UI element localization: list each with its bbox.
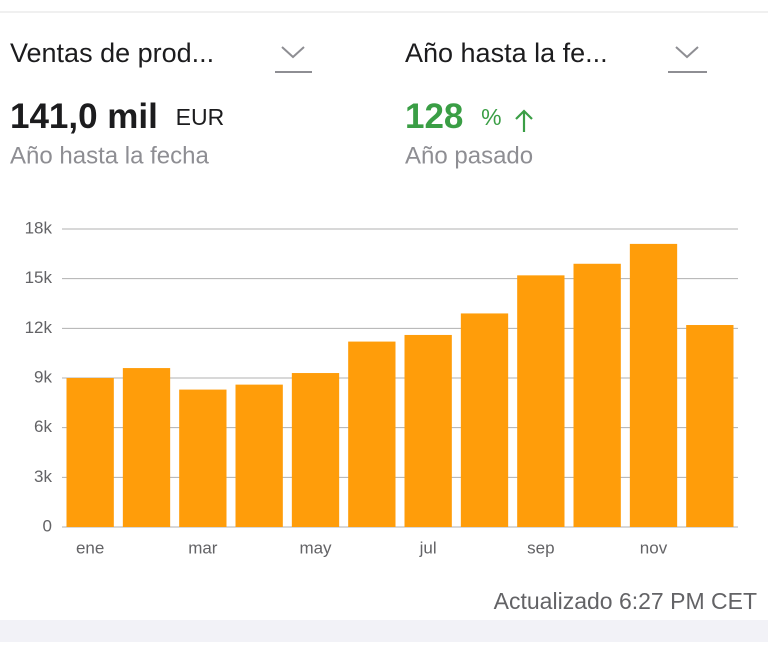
x-tick-label: ene (76, 538, 104, 557)
x-tick-label: sep (527, 538, 554, 557)
y-tick-label: 12k (25, 318, 53, 337)
menu-right[interactable]: Año hasta la fe... (405, 38, 608, 68)
y-tick-label: 15k (25, 268, 53, 287)
change: 128 % (405, 97, 502, 136)
bar (179, 389, 227, 527)
x-tick-label: mar (188, 538, 218, 557)
up-arrow (515, 109, 533, 132)
kpi: 141,0 mil EUR (10, 97, 224, 136)
bar (348, 341, 396, 527)
chevron-right[interactable] (668, 46, 707, 73)
bar (460, 313, 509, 527)
bar (573, 263, 621, 527)
y-tick-label: 3k (34, 467, 52, 486)
kpi-unit: EUR (176, 104, 225, 130)
change-caption: Año pasado (405, 142, 533, 169)
y-tick-label: 9k (34, 367, 52, 386)
kpi-caption: Año hasta la fecha (10, 142, 209, 169)
bar (404, 334, 452, 527)
x-tick-label: nov (640, 538, 668, 557)
change-unit: % (481, 104, 501, 130)
bar (122, 368, 171, 527)
x-tick-label: may (299, 538, 332, 557)
bar (66, 378, 114, 527)
kpi-value: 141,0 mil (10, 97, 158, 136)
bar (686, 325, 734, 527)
y-tick-label: 0 (43, 516, 52, 535)
chevron-left[interactable] (275, 46, 312, 73)
y-tick-label: 6k (34, 417, 52, 436)
y-tick-label: 18k (25, 218, 53, 237)
x-tick-label: jul (419, 538, 437, 557)
updated-time: Actualizado 6:27 PM CET (494, 588, 757, 614)
bar (291, 373, 340, 527)
bar (517, 275, 565, 527)
bottom-band (0, 620, 768, 642)
change-value: 128 (405, 97, 463, 136)
bar (629, 243, 678, 527)
bar (235, 384, 283, 527)
menu-left[interactable]: Ventas de prod... (10, 38, 214, 68)
chart: 0 3k 6k 9k 12k 15k 18k ene mar may jul sep nov (25, 218, 738, 557)
